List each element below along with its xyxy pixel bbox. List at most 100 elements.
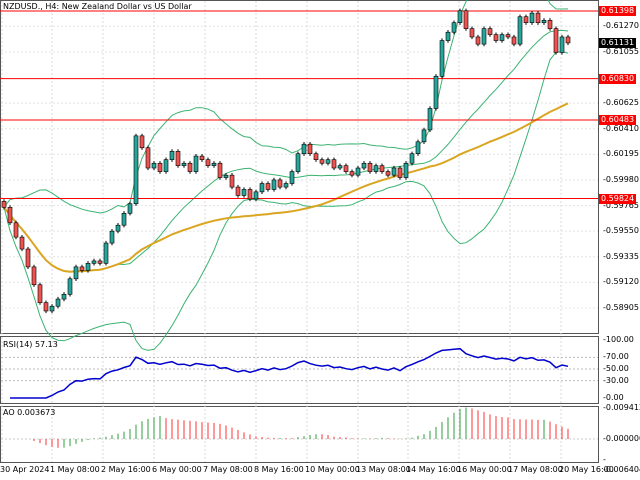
bullish-candle (55, 298, 61, 307)
price-axis-label: -0.59765 (603, 200, 639, 210)
price-axis-label: -0.60195 (603, 149, 639, 159)
bullish-candle (67, 278, 73, 295)
bullish-candle (163, 159, 169, 172)
price-axis-label: -0.61270 (603, 21, 639, 31)
bullish-candle (253, 191, 259, 200)
bearish-candle (157, 162, 163, 172)
bearish-candle (79, 266, 85, 271)
bearish-candle (397, 167, 403, 178)
bearish-candle (7, 207, 13, 224)
ao-panel-frame (0, 406, 599, 463)
bearish-candle (199, 155, 205, 160)
bearish-candle (487, 28, 493, 35)
rsi-axis-label: -50.00 (603, 364, 629, 373)
bearish-candle (547, 19, 553, 29)
bullish-candle (559, 36, 565, 53)
bearish-candle (25, 248, 31, 268)
bullish-candle (403, 162, 409, 178)
bearish-candle (37, 284, 43, 303)
bearish-candle (367, 162, 373, 172)
price-axis-label: -0.59120 (603, 277, 639, 287)
bullish-candle (361, 162, 367, 169)
bearish-candle (145, 147, 151, 169)
price-axis-label: -0.60410 (603, 123, 639, 133)
rsi-title: RSI(14) 57.13 (3, 340, 58, 349)
bullish-candle (169, 151, 175, 160)
bullish-candle (325, 159, 331, 164)
bearish-candle (349, 171, 355, 176)
bollinger-lower-line (3, 51, 569, 351)
price-axis-label: -0.61055 (603, 46, 639, 56)
time-label: 1 May 08:00 (50, 465, 100, 474)
bearish-candle (463, 10, 469, 29)
bullish-candle (445, 31, 451, 41)
time-label: 6 May 00:00 (152, 465, 202, 474)
bearish-candle (277, 179, 283, 188)
bollinger-upper-line (3, 0, 569, 214)
bullish-candle (283, 183, 289, 188)
bullish-candle (457, 10, 463, 23)
current-price-tag: 0.61131 (599, 37, 637, 48)
bearish-candle (331, 159, 337, 169)
bullish-candle (289, 171, 295, 184)
bearish-candle (13, 222, 19, 238)
price-axis-label: -0.58905 (603, 303, 639, 312)
bearish-candle (469, 28, 475, 38)
bullish-candle (481, 28, 487, 45)
rsi-line (10, 347, 569, 399)
bearish-candle (265, 183, 271, 190)
bullish-candle (409, 153, 415, 164)
bullish-candle (439, 40, 445, 77)
bullish-candle (85, 263, 91, 271)
bearish-candle (205, 159, 211, 166)
bearish-candle (139, 135, 145, 149)
time-label: 8 May 16:00 (254, 465, 304, 474)
rsi-axis-label: -70.00 (603, 352, 629, 362)
bullish-candle (127, 203, 133, 214)
bearish-candle (43, 302, 49, 312)
bullish-candle (355, 167, 361, 176)
bearish-candle (319, 159, 325, 164)
bullish-candle (271, 179, 277, 190)
bullish-candle (115, 224, 121, 232)
bearish-candle (505, 34, 511, 38)
bearish-candle (523, 16, 529, 23)
bullish-candle (109, 230, 115, 244)
bullish-candle (61, 293, 67, 300)
bullish-candle (427, 108, 433, 131)
bullish-candle (337, 165, 343, 169)
level-price-tag: 0.60830 (599, 73, 637, 84)
main-panel-frame (0, 0, 599, 334)
bullish-candle (73, 266, 79, 280)
level-price-tag: 0.60483 (599, 115, 637, 125)
bullish-candle (373, 165, 379, 172)
bullish-candle (499, 34, 505, 41)
bearish-candle (97, 260, 103, 264)
ao-axis-label: -0.000000 (603, 433, 640, 443)
bullish-candle (415, 141, 421, 155)
bullish-candle (391, 167, 397, 176)
bullish-candle (301, 143, 307, 155)
time-label: 16 May 00:00 (457, 465, 512, 474)
bollinger-middle-line (3, 29, 569, 273)
bullish-candle (241, 189, 247, 196)
bearish-candle (313, 153, 319, 160)
bullish-candle (103, 242, 109, 264)
time-label: 7 May 08:00 (203, 465, 253, 474)
time-label: 2 May 16:00 (101, 465, 151, 474)
bearish-candle (307, 143, 313, 155)
bearish-candle (1, 201, 7, 208)
time-label: 14 May 16:00 (406, 465, 461, 474)
bullish-candle (223, 174, 229, 178)
bullish-candle (181, 162, 187, 166)
level-price-tag: 0.61398 (599, 6, 637, 16)
bearish-candle (385, 171, 391, 176)
rsi-axis-label: -100.00 (603, 335, 634, 344)
time-label: 17 May 08:00 (508, 465, 563, 474)
bearish-candle (175, 151, 181, 166)
bullish-candle (211, 162, 217, 166)
bearish-candle (493, 34, 499, 41)
price-axis-label: -0.59335 (603, 251, 639, 261)
bearish-candle (247, 189, 253, 200)
